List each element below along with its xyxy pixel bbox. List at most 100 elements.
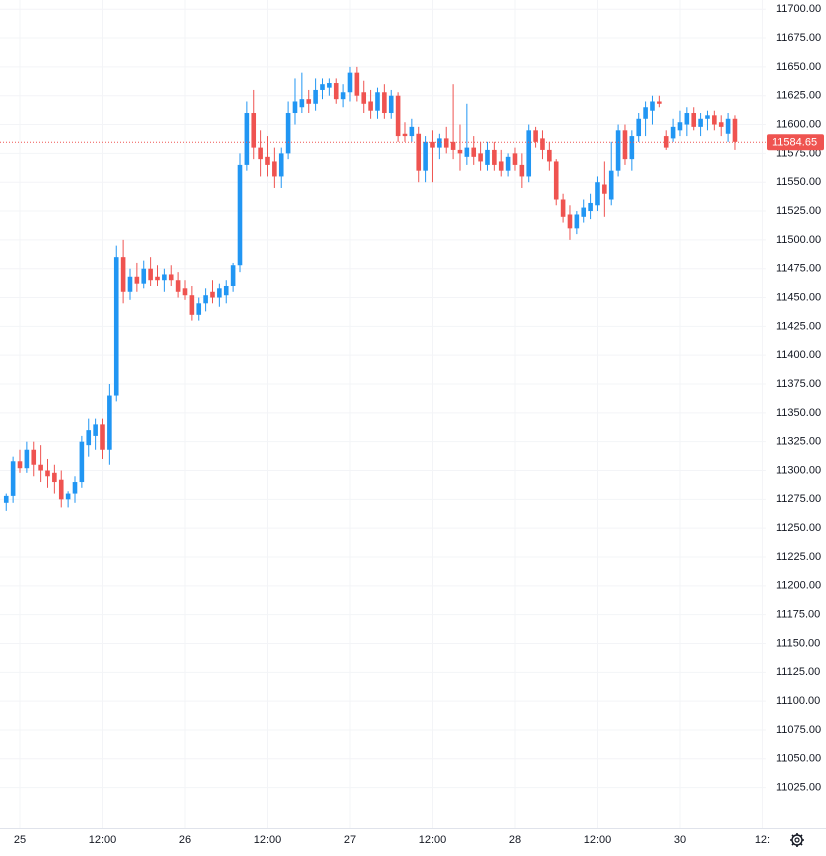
candle-body (450, 141, 456, 150)
candle-body (622, 130, 628, 160)
y-tick-label: 11600.00 (776, 118, 821, 130)
x-tick-label: 27 (344, 834, 356, 846)
settings-icon[interactable] (790, 833, 804, 847)
y-tick-label: 11025.00 (776, 782, 821, 794)
x-tick-label: 26 (179, 834, 191, 846)
candle-body (265, 156, 270, 165)
candle-body (725, 118, 731, 134)
candle-body (3, 495, 9, 503)
candle-body (492, 149, 497, 165)
x-tick-label: 28 (509, 834, 521, 846)
candle-body (478, 153, 483, 162)
y-tick-label: 11525.00 (776, 205, 821, 217)
candle-body (45, 470, 50, 477)
candle-body (547, 149, 552, 162)
y-tick-label: 11350.00 (776, 407, 821, 419)
candle-body (657, 101, 662, 104)
candle-body (223, 285, 229, 296)
y-tick-label: 11325.00 (776, 436, 821, 448)
candle-body (31, 449, 37, 465)
y-tick-label: 11300.00 (776, 464, 821, 476)
candle-body (519, 164, 525, 177)
candle-body (437, 138, 442, 148)
candle-body (196, 303, 202, 315)
candle-body (361, 92, 367, 104)
candle-body (677, 122, 683, 131)
candle-body (684, 113, 690, 125)
x-tick-label: 12: (755, 834, 770, 846)
candle-body (540, 138, 545, 150)
candle-body (320, 84, 325, 90)
x-tick-label: 12:00 (419, 834, 447, 846)
x-tick-label: 12:00 (584, 834, 612, 846)
candle-body (595, 182, 600, 206)
candle-body (533, 130, 538, 142)
candle-body (210, 291, 215, 298)
candle-body (423, 141, 428, 171)
candle-body (457, 149, 463, 154)
y-tick-label: 11450.00 (776, 291, 821, 303)
candle-body (113, 257, 119, 396)
candle-body (368, 101, 373, 111)
y-tick-label: 11700.00 (776, 3, 821, 15)
candle-body (643, 107, 648, 119)
candle-body (574, 214, 580, 229)
candle-body (340, 92, 346, 100)
candle-body (175, 280, 181, 292)
candle-body (732, 118, 738, 142)
candle-body (17, 461, 23, 469)
y-tick-label: 11050.00 (776, 753, 821, 765)
candle-body (354, 72, 360, 96)
candle-body (120, 257, 126, 292)
candle-body (333, 83, 339, 100)
candle-body (636, 118, 642, 137)
candle-body (189, 295, 195, 315)
candle-body (588, 202, 593, 212)
candle-body (313, 89, 318, 104)
candle-body (402, 133, 408, 137)
candle-body (388, 95, 394, 114)
y-tick-label: 11250.00 (776, 522, 821, 534)
y-tick-label: 11500.00 (776, 234, 821, 246)
candle-body (292, 101, 298, 114)
y-tick-label: 11150.00 (776, 637, 820, 649)
candle-body (505, 156, 511, 171)
candle-body (567, 214, 573, 229)
x-tick-label: 25 (14, 834, 26, 846)
candle-body (278, 153, 284, 177)
y-tick-label: 11125.00 (776, 666, 820, 678)
candle-body (299, 99, 305, 108)
candle-body (409, 126, 415, 137)
candle-body (615, 130, 621, 171)
y-tick-label: 11575.00 (776, 147, 821, 159)
last-price-box (767, 134, 824, 151)
candle-body (134, 276, 140, 284)
candle-body (24, 449, 30, 469)
y-tick-label: 11175.00 (776, 609, 820, 621)
gear-teeth (790, 833, 804, 847)
y-tick-label: 11400.00 (776, 349, 821, 361)
candle-body (581, 207, 587, 217)
candle-body (712, 115, 717, 125)
candle-body (443, 138, 449, 148)
candle-body (100, 424, 105, 450)
y-tick-label: 11675.00 (776, 32, 821, 44)
candle-body (203, 295, 208, 304)
candle-body (498, 161, 504, 171)
candle-body (93, 424, 98, 436)
y-tick-label: 11625.00 (776, 90, 821, 102)
candle-body (718, 122, 724, 127)
y-tick-label: 11275.00 (776, 493, 821, 505)
candle-body (306, 99, 312, 104)
candle-body (107, 395, 112, 450)
candle-body (237, 164, 243, 266)
candle-body (602, 184, 607, 194)
last-price-label: 11584.65 (772, 137, 817, 149)
candle-body (327, 83, 332, 88)
candle-body (217, 288, 222, 298)
candle-body (251, 113, 257, 148)
y-tick-label: 11650.00 (776, 61, 821, 73)
candle-body (705, 115, 710, 119)
